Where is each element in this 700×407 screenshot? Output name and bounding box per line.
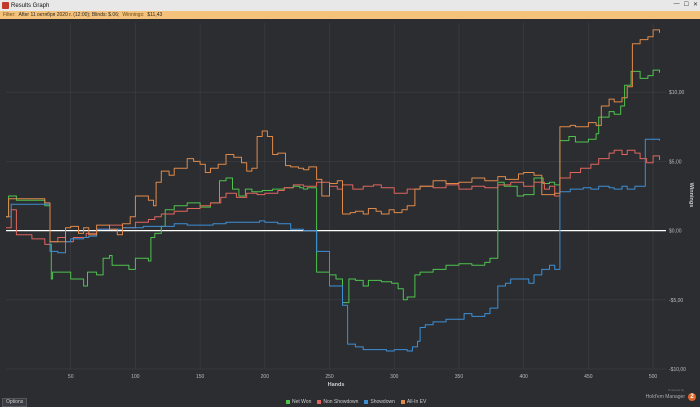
winnings-value: $11,43 <box>147 12 163 18</box>
x-tick-label: 200 <box>261 374 270 380</box>
legend-label: Net Won <box>292 399 312 405</box>
x-tick-label: 150 <box>196 374 205 380</box>
legend-swatch <box>286 400 290 404</box>
chart-grid <box>6 23 666 370</box>
y-tick-label: -$5,00 <box>669 298 683 304</box>
y-tick-label: -$10,00 <box>669 367 686 373</box>
series-line <box>6 29 660 243</box>
x-tick-label: 350 <box>455 374 464 380</box>
filter-text: After 11 октября 2020 г. (12:00); Blinds… <box>18 12 120 18</box>
brand-badge: 2 <box>688 393 696 401</box>
legend-label: Non Showdown <box>323 399 359 405</box>
x-axis-label: Hands <box>328 382 345 388</box>
chart-legend: Net Won Non Showdown Showdown All-In EV <box>286 399 426 405</box>
x-tick-label: 300 <box>390 374 399 380</box>
legend-item: All-In EV <box>400 399 427 405</box>
brand-logo: Powered by Hold'em Manager 2 <box>645 388 696 401</box>
legend-label: All-In EV <box>406 399 427 405</box>
legend-swatch <box>400 400 405 404</box>
x-tick-label: 100 <box>131 374 140 380</box>
window-titlebar: Results Graph — ☐ ✕ <box>0 0 700 11</box>
series-line <box>6 69 660 304</box>
y-axis-label: Winnings <box>688 183 694 208</box>
filter-label: Filter: <box>3 12 16 18</box>
winnings-label: Winnings: <box>122 12 145 18</box>
maximize-icon[interactable]: ☐ <box>683 2 689 8</box>
legend-item: Showdown <box>364 399 395 405</box>
brand-name: Hold'em Manager <box>645 394 685 400</box>
legend-swatch <box>317 400 322 404</box>
window-controls: — ☐ ✕ <box>674 1 698 8</box>
chart-series <box>6 29 660 352</box>
x-tick-label: 500 <box>649 374 658 380</box>
series-line <box>6 138 660 352</box>
options-button[interactable]: Options <box>2 398 28 407</box>
bottom-bar: Options Net Won Non Showdown Showdown Al… <box>0 397 700 407</box>
x-tick-label: 250 <box>325 374 334 380</box>
legend-item: Non Showdown <box>317 399 358 405</box>
legend-item: Net Won <box>286 399 311 405</box>
x-axis-ticks: 50 100 150 200 250 300 350 400 450 500 <box>68 374 658 380</box>
x-tick-label: 450 <box>584 374 593 380</box>
x-tick-label: 50 <box>68 374 74 380</box>
close-icon[interactable]: ✕ <box>692 2 698 8</box>
results-chart: $10,00 $5,00 $0,00 -$5,00 -$10,00 50 100 150 20… <box>6 23 694 388</box>
x-tick-label: 400 <box>519 374 528 380</box>
legend-label: Showdown <box>370 399 395 405</box>
app-icon <box>2 2 9 9</box>
y-tick-label: $10,00 <box>669 90 685 96</box>
y-axis-ticks: $10,00 $5,00 $0,00 -$5,00 -$10,00 <box>669 90 686 373</box>
filter-bar: Filter: After 11 октября 2020 г. (12:00)… <box>0 11 700 19</box>
y-tick-label: $5,00 <box>669 159 682 165</box>
y-tick-label: $0,00 <box>669 229 682 235</box>
legend-swatch <box>364 400 369 404</box>
powered-by: Powered by <box>668 388 684 392</box>
minimize-icon[interactable]: — <box>673 1 680 7</box>
window-title: Results Graph <box>11 2 50 9</box>
